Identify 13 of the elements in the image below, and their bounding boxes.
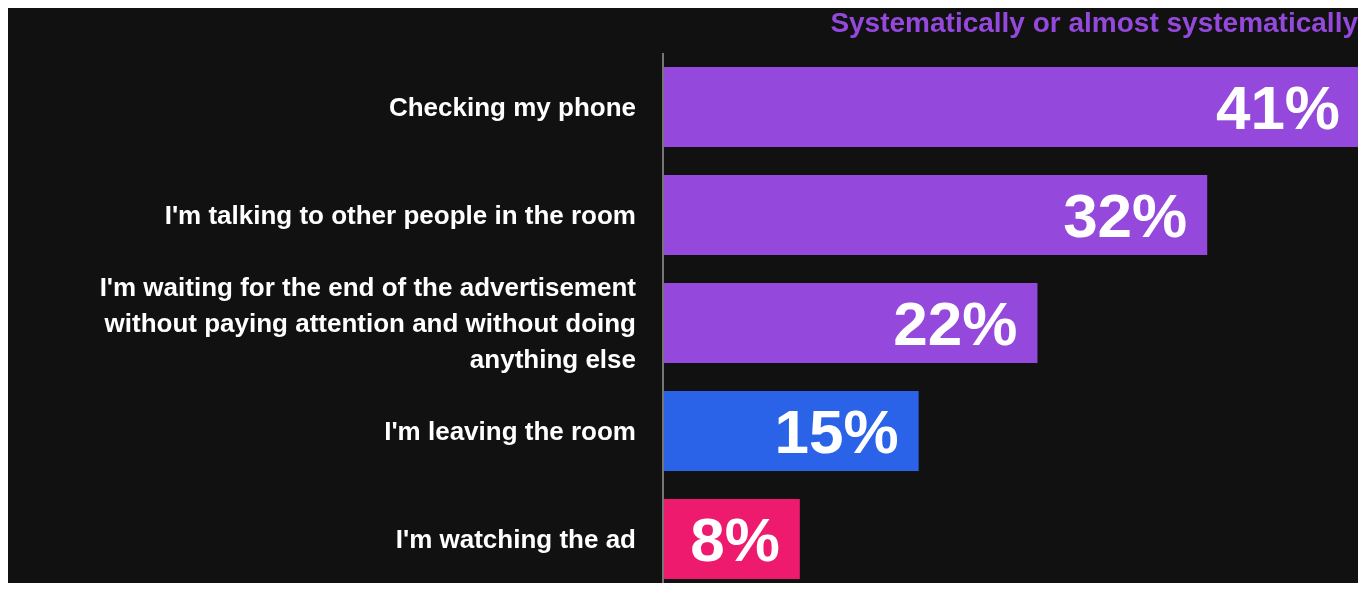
- bar: [664, 175, 1208, 255]
- y-tick-label: I'm talking to other people in the room: [164, 200, 636, 231]
- chart-title: Systematically or almost systematically: [830, 6, 1359, 38]
- y-tick-label: I'm watching the ad: [395, 524, 636, 555]
- bar: [664, 283, 1038, 363]
- y-tick-label: I'm waiting for the end of the advertisement without paying attention and without doing anything else: [99, 272, 637, 375]
- data-label: 32%: [1063, 181, 1188, 251]
- y-tick-label: Checking my phone: [388, 92, 636, 123]
- data-label: 15%: [774, 397, 899, 467]
- y-tick-label: I'm leaving the room: [384, 416, 636, 447]
- data-label: 22%: [893, 289, 1018, 359]
- data-label: 8%: [690, 505, 780, 575]
- data-label: 41%: [1215, 73, 1340, 143]
